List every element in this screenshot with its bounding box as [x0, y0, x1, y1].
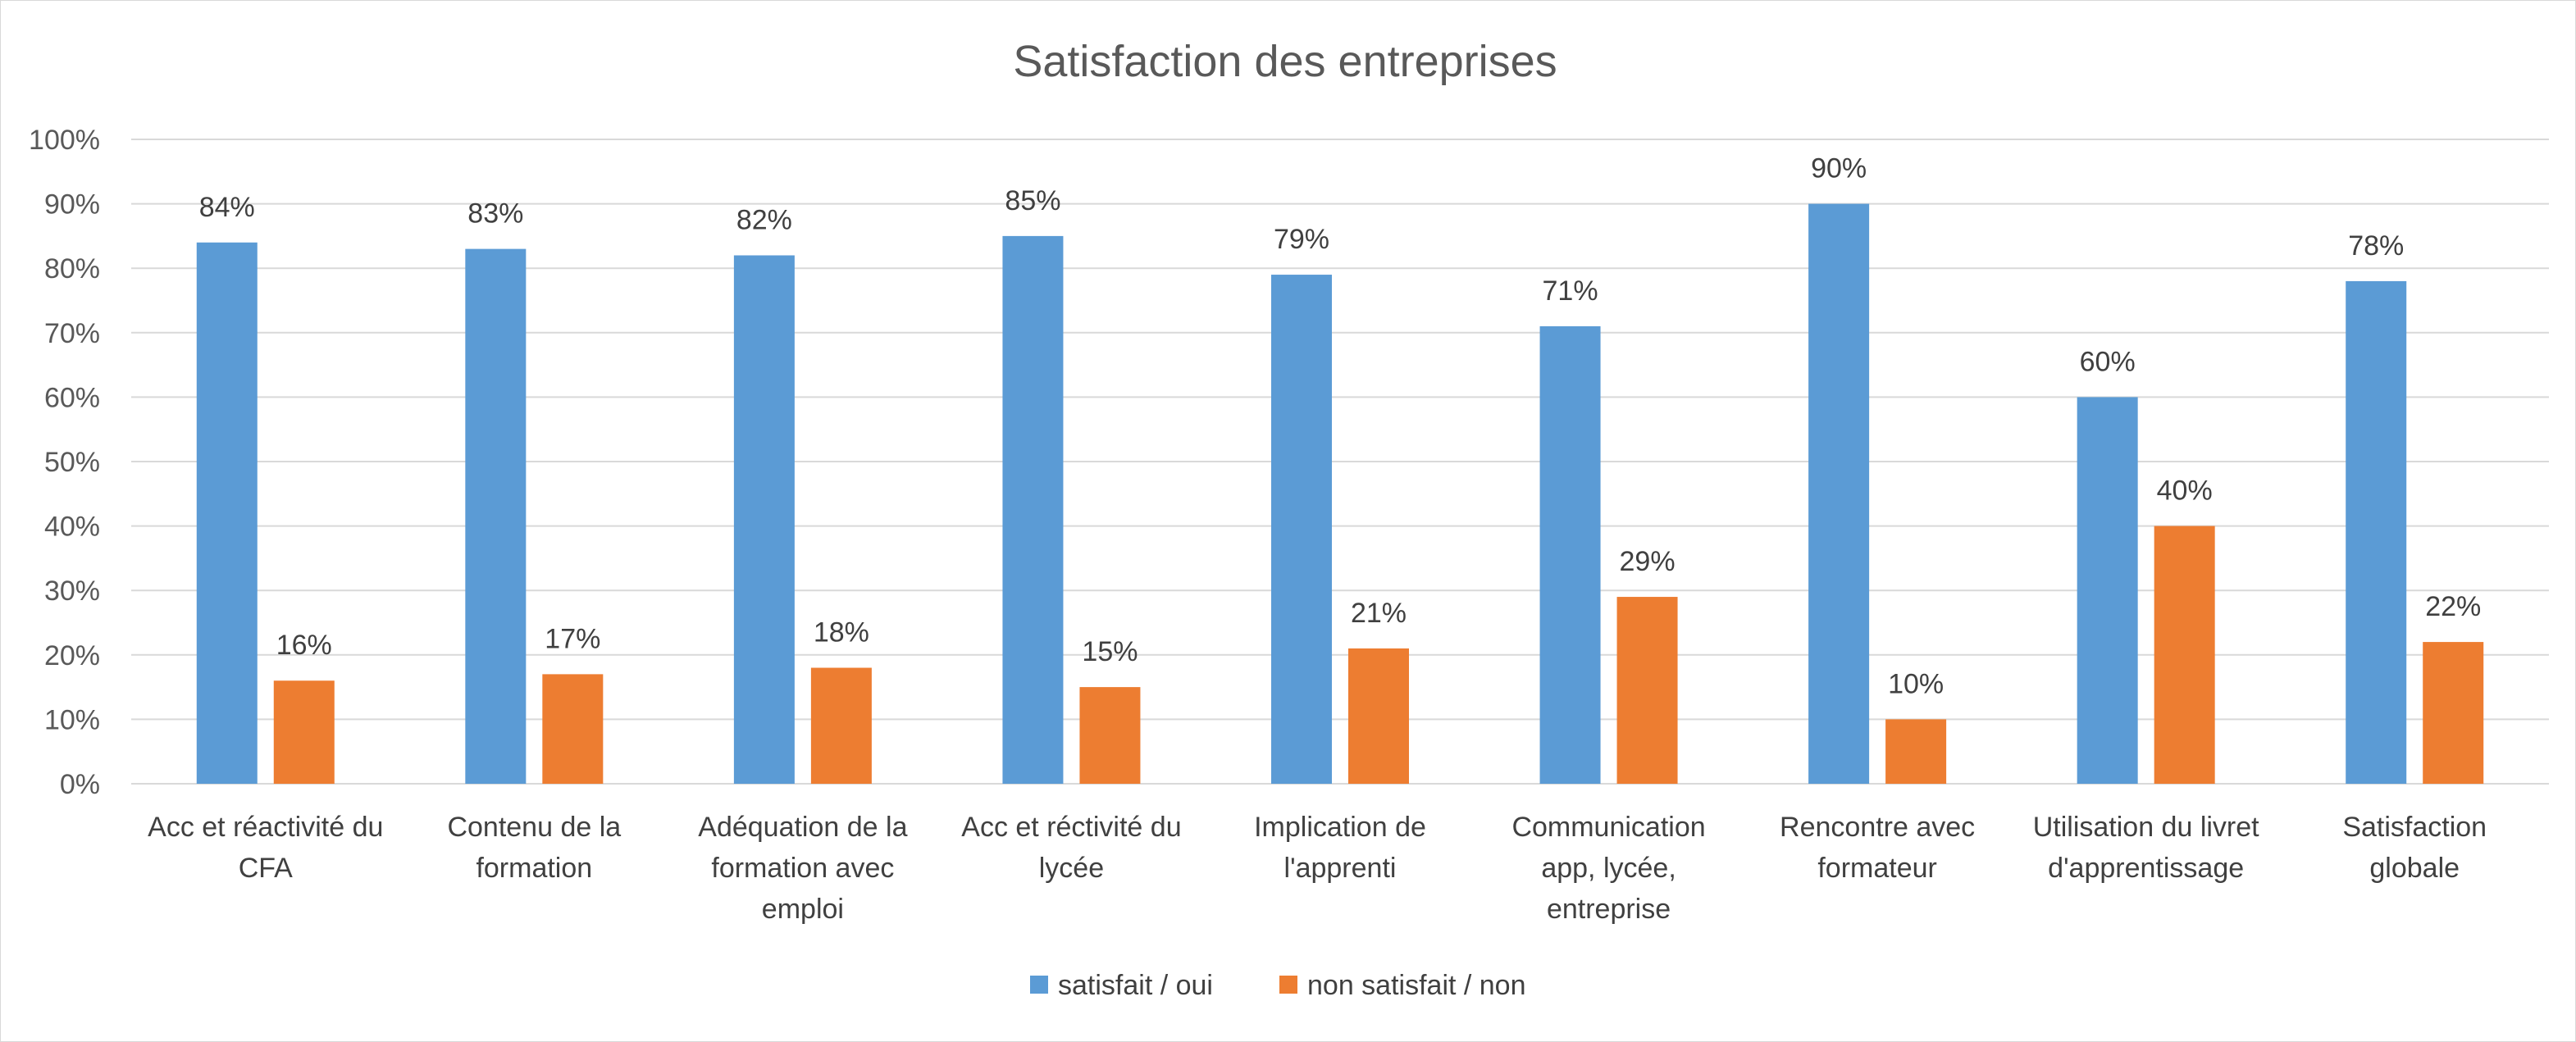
bars: [196, 203, 2484, 785]
category-label-line: entreprise: [1547, 894, 1671, 925]
legend-swatch-satisfied: [1030, 976, 1048, 994]
bar-not-satisfied: [542, 674, 604, 784]
category-label-line: globale: [2369, 853, 2460, 884]
data-label: 16%: [276, 630, 332, 661]
category-label-line: emploi: [762, 894, 844, 925]
bar-not-satisfied: [810, 667, 872, 784]
y-tick-label: 40%: [44, 512, 100, 543]
y-tick-label: 50%: [44, 447, 100, 478]
bar-satisfied: [196, 242, 258, 784]
data-label: 85%: [1005, 185, 1060, 216]
bar-not-satisfied: [273, 680, 335, 784]
data-label: 29%: [1620, 546, 1676, 577]
category-label-line: formation avec: [711, 853, 894, 884]
category-label-line: d'apprentissage: [2048, 853, 2244, 884]
category-label-line: l'apprenti: [1284, 853, 1397, 884]
data-label: 60%: [2080, 346, 2136, 377]
y-tick-label: 100%: [29, 125, 100, 156]
bar-not-satisfied: [1616, 597, 1678, 784]
data-label: 21%: [1351, 598, 1407, 629]
chart-title: Satisfaction des entreprises: [1013, 37, 1557, 86]
legend-label-not-satisfied: non satisfait / non: [1307, 970, 1526, 1001]
data-label: 18%: [814, 617, 869, 648]
data-label: 78%: [2348, 230, 2404, 262]
bar-not-satisfied: [1885, 719, 1947, 784]
bar-not-satisfied: [2423, 642, 2484, 784]
bar-not-satisfied: [2154, 526, 2215, 784]
category-label-line: Adéquation de la: [698, 812, 907, 843]
category-label: Communication app, lycée, entreprise: [1511, 812, 1705, 925]
category-label-line: Acc et réactivité du: [148, 812, 383, 843]
data-labels: 84% 16% 83% 17% 82% 18% 85% 15% 79% 21% 71% 29% 90% 1…: [199, 153, 2482, 700]
data-label: 10%: [1888, 668, 1944, 699]
bar-satisfied: [1002, 235, 1064, 784]
data-label: 40%: [2157, 475, 2213, 507]
data-label: 71%: [1543, 275, 1598, 307]
bar-satisfied: [1539, 325, 1601, 784]
bar-satisfied: [2077, 397, 2138, 784]
data-label: 82%: [736, 204, 792, 235]
data-label: 84%: [199, 192, 255, 223]
y-tick-label: 60%: [44, 382, 100, 413]
y-tick-label: 90%: [44, 189, 100, 221]
data-label: 90%: [1811, 153, 1867, 184]
bar-satisfied: [1808, 203, 1870, 785]
category-label: Utilisation du livret d'apprentissage: [2033, 812, 2259, 884]
bar-not-satisfied: [1348, 648, 1409, 784]
category-label: Acc et réctivité du lycée: [961, 812, 1181, 884]
y-tick-label: 30%: [44, 576, 100, 607]
category-label-line: app, lycée,: [1541, 853, 1676, 884]
category-label-line: Rencontre avec: [1780, 812, 1975, 843]
data-label: 22%: [2425, 591, 2481, 622]
bar-satisfied: [465, 248, 527, 784]
category-label-line: Contenu de la: [447, 812, 621, 843]
legend-label-satisfied: satisfait / oui: [1058, 970, 1213, 1001]
y-axis-ticks: 0% 10% 20% 30% 40% 50% 60% 70% 80% 90% 100%: [29, 125, 100, 800]
y-tick-label: 10%: [44, 704, 100, 735]
category-label-line: Utilisation du livret: [2033, 812, 2259, 843]
bar-satisfied: [2346, 280, 2407, 784]
y-tick-label: 0%: [60, 769, 100, 800]
category-label-line: Satisfaction: [2342, 812, 2487, 843]
data-label: 83%: [467, 198, 523, 230]
category-label-line: formation: [476, 853, 592, 884]
legend-swatch-not-satisfied: [1279, 976, 1297, 994]
category-label-line: lycée: [1039, 853, 1104, 884]
category-label: Acc et réactivité du CFA: [148, 812, 383, 884]
y-tick-label: 70%: [44, 318, 100, 349]
bar-not-satisfied: [1079, 687, 1141, 784]
category-label-line: Acc et réctivité du: [961, 812, 1181, 843]
category-label-line: Implication de: [1254, 812, 1426, 843]
category-label: Implication de l'apprenti: [1254, 812, 1426, 884]
category-label-line: formateur: [1817, 853, 1937, 884]
bar-satisfied: [1271, 275, 1332, 784]
data-label: 17%: [545, 623, 600, 654]
y-tick-label: 20%: [44, 640, 100, 671]
category-label-line: Communication: [1511, 812, 1705, 843]
data-label: 15%: [1082, 636, 1138, 667]
category-label: Satisfaction globale: [2342, 812, 2487, 884]
bar-satisfied: [733, 255, 795, 785]
category-label: Adéquation de la formation avec emploi: [698, 812, 907, 925]
category-label: Contenu de la formation: [447, 812, 621, 884]
data-label: 79%: [1274, 224, 1329, 255]
category-label-line: CFA: [239, 853, 293, 884]
grid: [131, 139, 2549, 785]
x-axis-categories: Acc et réactivité du CFA Contenu de la form…: [148, 812, 2487, 925]
y-tick-label: 80%: [44, 253, 100, 284]
legend: satisfait / oui non satisfait / non: [1030, 970, 1526, 1001]
category-label: Rencontre avec formateur: [1780, 812, 1975, 884]
